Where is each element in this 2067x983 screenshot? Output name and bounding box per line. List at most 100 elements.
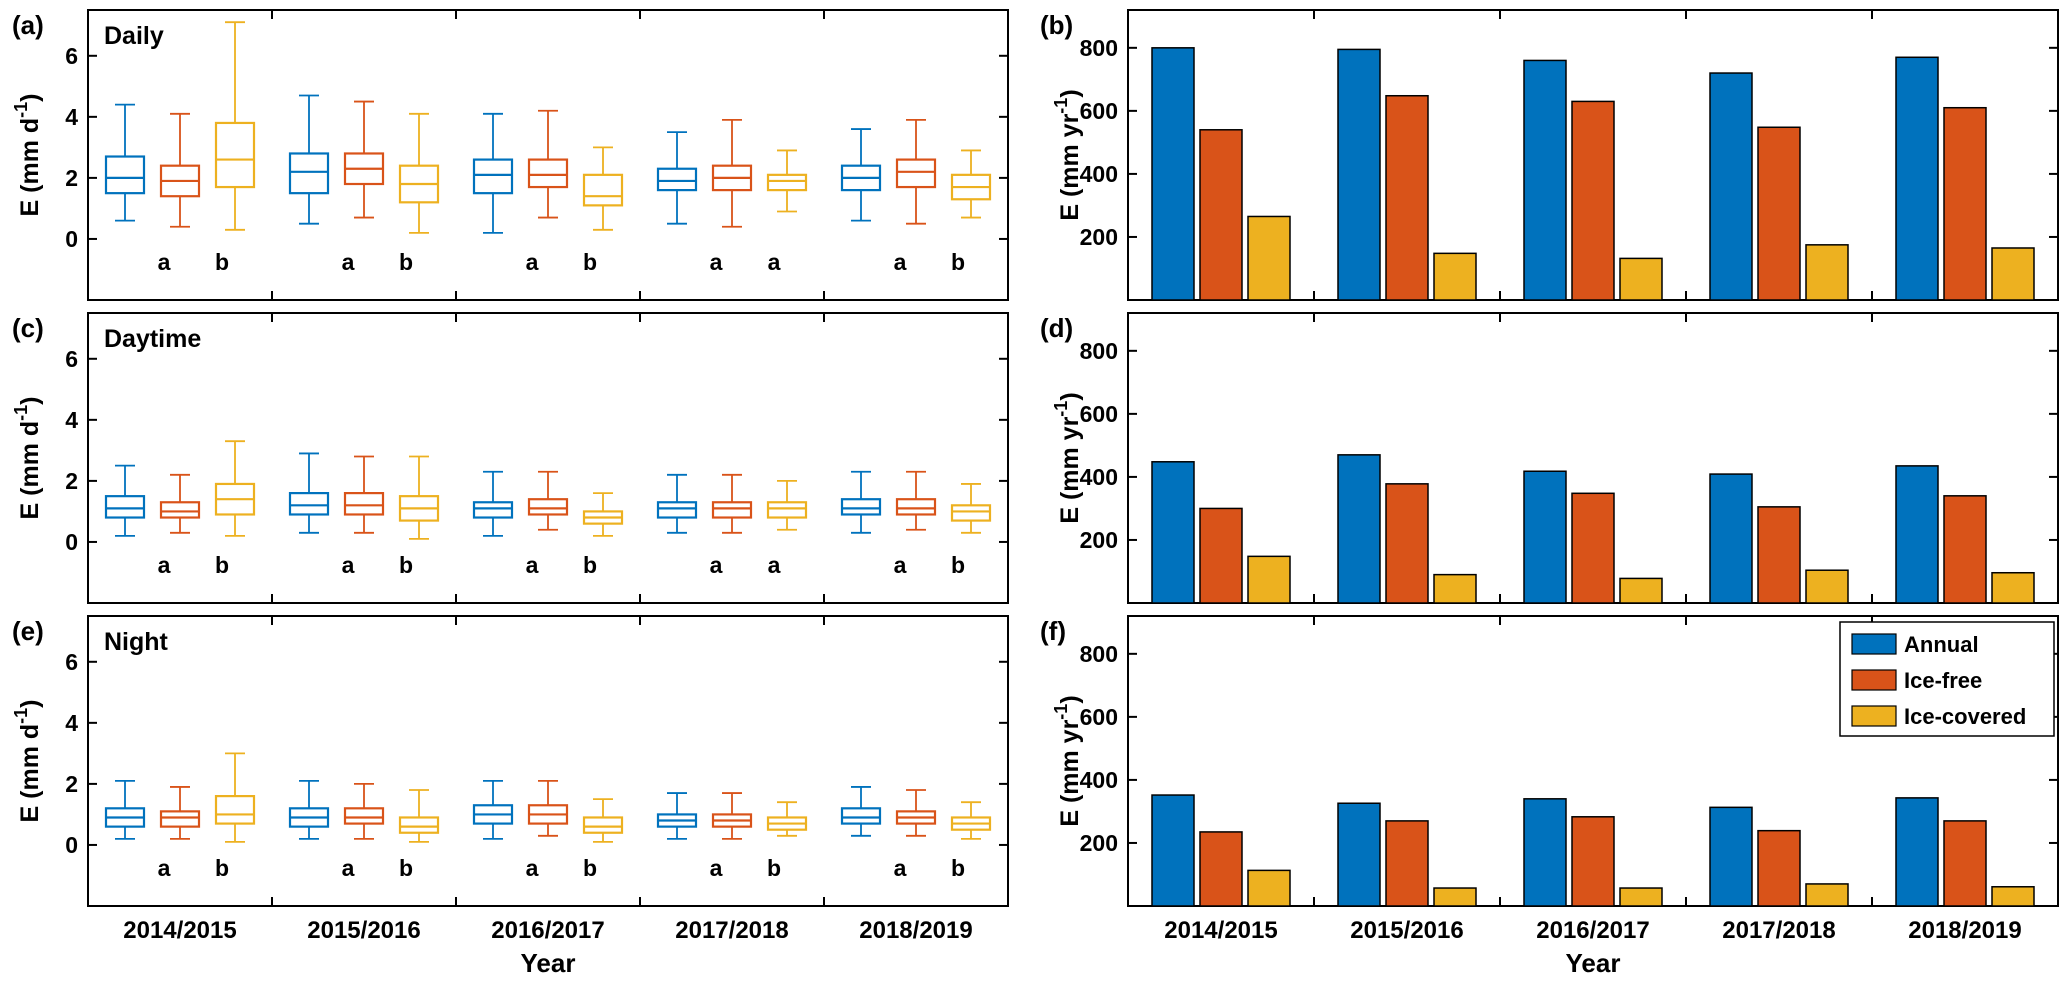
significance-letter: b	[399, 855, 413, 881]
bar-annual	[1895, 797, 1939, 907]
significance-letter: b	[583, 855, 597, 881]
significance-letter: a	[526, 552, 539, 578]
box-annual	[104, 103, 146, 222]
box-iqr	[895, 158, 937, 189]
bar-annual	[1523, 470, 1567, 604]
bar-annual	[1709, 806, 1753, 907]
panel-e: 0 2 4 6 a b a b a b a b a b Night (e) E (mm d-1)	[11, 615, 1009, 907]
bar-ice-free	[1385, 94, 1429, 301]
bar-annual	[1151, 47, 1195, 301]
y-tick-label: 6	[65, 43, 78, 69]
significance-letter: a	[526, 249, 539, 275]
bar-ice-covered	[1991, 886, 2035, 907]
box-ice-free	[711, 473, 753, 534]
bar-annual	[1523, 798, 1567, 907]
box-annual	[840, 786, 882, 837]
panel-d: 200 400 600 800 (d) E (mm yr-1)	[1040, 312, 2059, 604]
box-ice-free	[895, 118, 937, 225]
box-annual	[104, 464, 146, 537]
box-ice-free	[895, 789, 937, 837]
box-iqr	[214, 795, 256, 825]
y-axis-label: E (mm yr-1)	[1051, 695, 1084, 826]
significance-letter: b	[215, 249, 229, 275]
panel-label: (a)	[12, 10, 44, 40]
bar-ice-covered	[1991, 247, 2035, 301]
box-iqr	[711, 501, 753, 519]
significance-letter: a	[710, 552, 723, 578]
x-axis-label: Year	[1566, 948, 1621, 978]
box-annual	[656, 131, 698, 225]
box-iqr	[472, 501, 514, 519]
bar-ice-covered	[1247, 215, 1291, 301]
box-iqr	[288, 152, 330, 195]
significance-letter: b	[399, 249, 413, 275]
bar-ice-free	[1943, 106, 1987, 301]
x-tick-label: 2017/2018	[1722, 917, 1835, 944]
box-ice-covered	[766, 149, 808, 213]
y-tick-label: 200	[1080, 830, 1118, 856]
box-iqr	[343, 492, 385, 516]
panel-f: 200 400 600 800 (f) E (mm yr-1) Annual Ice-free…	[1040, 615, 2059, 907]
bar-ice-free	[1757, 126, 1801, 301]
significance-letter: a	[894, 249, 907, 275]
panel-frame	[87, 615, 1009, 907]
bar-annual	[1709, 72, 1753, 301]
box-iqr	[472, 158, 514, 195]
legend: Annual Ice-free Ice-covered	[1839, 621, 2055, 737]
bar-ice-free	[1757, 506, 1801, 604]
significance-letter: b	[951, 855, 965, 881]
y-tick-label: 6	[65, 346, 78, 372]
significance-letter: b	[583, 249, 597, 275]
box-ice-free	[527, 470, 569, 531]
box-iqr	[343, 807, 385, 825]
y-tick-label: 400	[1080, 161, 1118, 187]
box-annual	[104, 779, 146, 840]
y-tick-label: 0	[65, 529, 78, 555]
y-tick-label: 400	[1080, 464, 1118, 490]
box-ice-covered	[214, 440, 256, 537]
box-iqr	[840, 498, 882, 516]
y-tick-label: 6	[65, 649, 78, 675]
box-ice-covered	[582, 492, 624, 537]
x-tick-label: 2014/2015	[1164, 917, 1277, 944]
significance-letter: b	[399, 552, 413, 578]
box-annual	[472, 112, 514, 234]
box-ice-free	[527, 779, 569, 837]
box-annual	[656, 473, 698, 534]
panel-frame	[87, 9, 1009, 301]
bar-ice-covered	[1805, 883, 1849, 907]
y-tick-label: 800	[1080, 641, 1118, 667]
bar-ice-free	[1757, 829, 1801, 907]
y-tick-label: 0	[65, 832, 78, 858]
box-annual	[288, 94, 330, 225]
bar-annual	[1151, 461, 1195, 604]
box-ice-covered	[950, 149, 992, 219]
y-tick-label: 400	[1080, 767, 1118, 793]
box-iqr	[104, 495, 146, 519]
y-tick-label: 0	[65, 226, 78, 252]
box-ice-free	[159, 112, 201, 228]
x-tick-label: 2016/2017	[491, 917, 604, 944]
box-annual	[472, 779, 514, 840]
box-annual	[656, 792, 698, 840]
box-ice-covered	[214, 21, 256, 231]
box-ice-free	[159, 473, 201, 534]
panel-label: (b)	[1040, 10, 1073, 40]
y-tick-label: 200	[1080, 224, 1118, 250]
box-iqr	[582, 816, 624, 834]
y-axis-label: E (mm yr-1)	[1051, 89, 1084, 220]
bar-ice-free	[1199, 507, 1243, 604]
bar-ice-covered	[1619, 257, 1663, 301]
x-tick-label: 2017/2018	[675, 917, 788, 944]
box-ice-free	[159, 786, 201, 840]
significance-letter: a	[710, 249, 723, 275]
y-tick-label: 800	[1080, 35, 1118, 61]
bar-ice-free	[1943, 820, 1987, 907]
y-tick-label: 2	[65, 165, 78, 191]
box-ice-covered	[398, 455, 440, 540]
box-ice-free	[343, 782, 385, 840]
bar-ice-free	[1385, 483, 1429, 604]
significance-letter: a	[158, 855, 171, 881]
